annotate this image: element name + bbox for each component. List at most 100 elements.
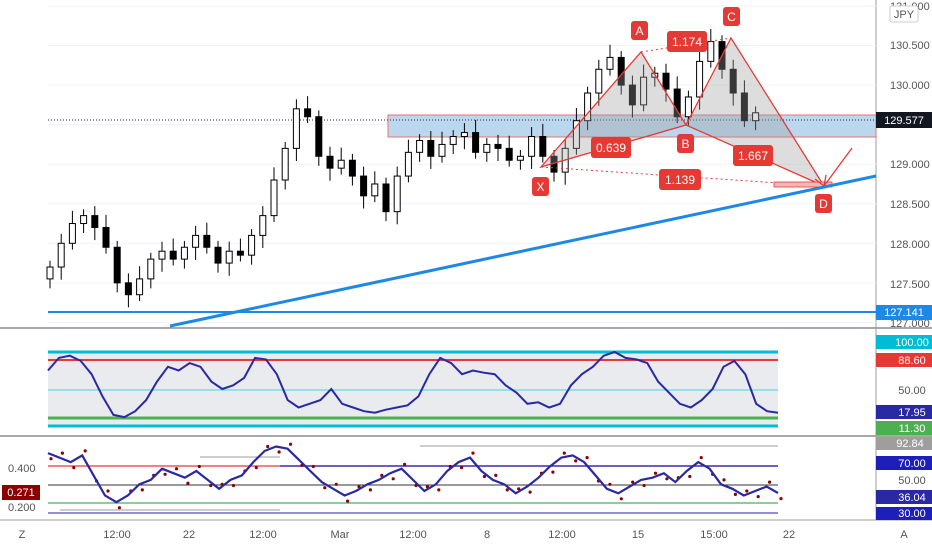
candle-body	[673, 88, 681, 118]
timezone-button[interactable]: Z	[19, 529, 26, 541]
osc-dot	[311, 464, 315, 469]
osc-left-label: 0.271	[7, 487, 35, 499]
osc-dot	[277, 450, 281, 454]
osc-dot	[722, 478, 726, 482]
candle-body	[203, 234, 211, 248]
time-tick: 22	[783, 529, 795, 541]
osc-left-axis[interactable]: 0.400 0.271 0.200	[2, 463, 40, 514]
osc-dot	[585, 456, 589, 460]
candle-body	[80, 215, 88, 225]
osc-dot	[779, 497, 783, 501]
candle-body	[416, 139, 424, 153]
osc-dot	[368, 488, 372, 492]
candle-body	[124, 282, 132, 296]
osc-dot	[608, 482, 612, 486]
point-label-a: A	[631, 21, 648, 40]
oscillator-pane[interactable]	[47, 442, 783, 514]
candle-body	[572, 120, 580, 149]
rsi-label: 17.95	[898, 407, 926, 419]
candle-body	[438, 143, 446, 157]
current-price-tag: 129.577	[876, 112, 932, 128]
candle-body	[46, 266, 54, 280]
osc-dot	[380, 473, 384, 477]
candle-body	[180, 246, 188, 260]
candle-body	[91, 215, 99, 228]
osc-dot	[528, 490, 532, 494]
time-tick: Mar	[331, 529, 350, 541]
rsi-label: 50.00	[898, 385, 926, 397]
ratio-label-text: 0.639	[596, 141, 626, 155]
osc-dot	[494, 473, 498, 477]
candle-body	[528, 136, 536, 157]
osc-dot	[323, 486, 327, 490]
candle-body	[102, 226, 110, 248]
ratio-label-text: 1.174	[672, 35, 702, 49]
candle-body	[516, 155, 524, 161]
candle-body	[696, 60, 704, 98]
rsi-label: 88.60	[898, 355, 926, 367]
candle-body	[281, 147, 289, 181]
osc-dot	[391, 477, 395, 481]
osc-dot	[140, 488, 144, 492]
candle-body	[740, 92, 748, 122]
point-label-text: D	[819, 197, 828, 211]
rsi-pane[interactable]	[47, 350, 779, 428]
osc-dot	[631, 480, 635, 484]
candle-body	[404, 151, 412, 177]
candle-body	[57, 242, 65, 268]
osc-left-label: 0.400	[8, 463, 36, 475]
projection-arrow	[823, 147, 853, 187]
price-tick: 130.500	[890, 40, 930, 52]
osc-dot	[699, 456, 703, 460]
osc-dot	[163, 472, 167, 476]
osc-dot	[437, 488, 441, 492]
price-tick: 127.500	[890, 279, 930, 291]
candle-body	[147, 258, 155, 280]
osc-dot	[231, 483, 236, 488]
ascending-trendline[interactable]	[169, 174, 877, 328]
osc-dot	[642, 483, 646, 488]
support-price-text: 127.141	[884, 307, 924, 319]
time-axis[interactable]: 12:00 22 12:00 Mar 12:00 8 12:00 15 15:0…	[103, 529, 795, 541]
osc-dot	[471, 451, 475, 455]
osc-dot	[505, 488, 509, 492]
currency-badge[interactable]: JPY	[889, 5, 919, 23]
osc-right-label: 30.00	[898, 508, 926, 520]
candle-body	[371, 183, 379, 197]
osc-dot	[106, 489, 110, 493]
osc-dot	[288, 442, 293, 446]
price-tick: 129.000	[890, 159, 930, 171]
ratio-label-xd: 1.139	[659, 169, 701, 190]
osc-dot	[197, 464, 201, 469]
candle-body	[684, 96, 692, 118]
osc-dot	[768, 480, 772, 484]
candle-body	[449, 136, 457, 145]
price-tick: 128.500	[890, 199, 930, 211]
ratio-label-xb: 1.174	[667, 31, 707, 52]
candle-body	[136, 278, 144, 296]
osc-dot	[460, 466, 464, 470]
candle-body	[169, 250, 177, 260]
osc-left-label: 0.200	[8, 502, 36, 514]
auto-scale-button[interactable]: A	[900, 529, 908, 541]
candle-body	[584, 92, 592, 122]
price-axis[interactable]: 131.000 130.500 130.000 129.000 128.500 …	[890, 1, 930, 330]
osc-dot	[346, 499, 350, 503]
candle-body	[606, 56, 614, 70]
candle-body	[483, 143, 491, 153]
candle-body	[539, 136, 547, 157]
point-label-text: A	[635, 24, 643, 38]
time-tick: 12:00	[399, 529, 427, 541]
point-label-text: C	[727, 10, 736, 24]
osc-right-axis[interactable]: 92.84 70.00 50.00 36.04 30.00	[876, 437, 932, 520]
osc-dot	[60, 451, 64, 455]
osc-right-label: 70.00	[898, 458, 926, 470]
candle-body	[393, 175, 401, 213]
osc-dot	[254, 466, 258, 470]
osc-dot	[72, 466, 76, 470]
candle-body	[494, 143, 502, 149]
rsi-axis[interactable]: 100.00 88.60 50.00 17.95 11.30	[876, 335, 932, 435]
osc-dot	[403, 462, 407, 466]
